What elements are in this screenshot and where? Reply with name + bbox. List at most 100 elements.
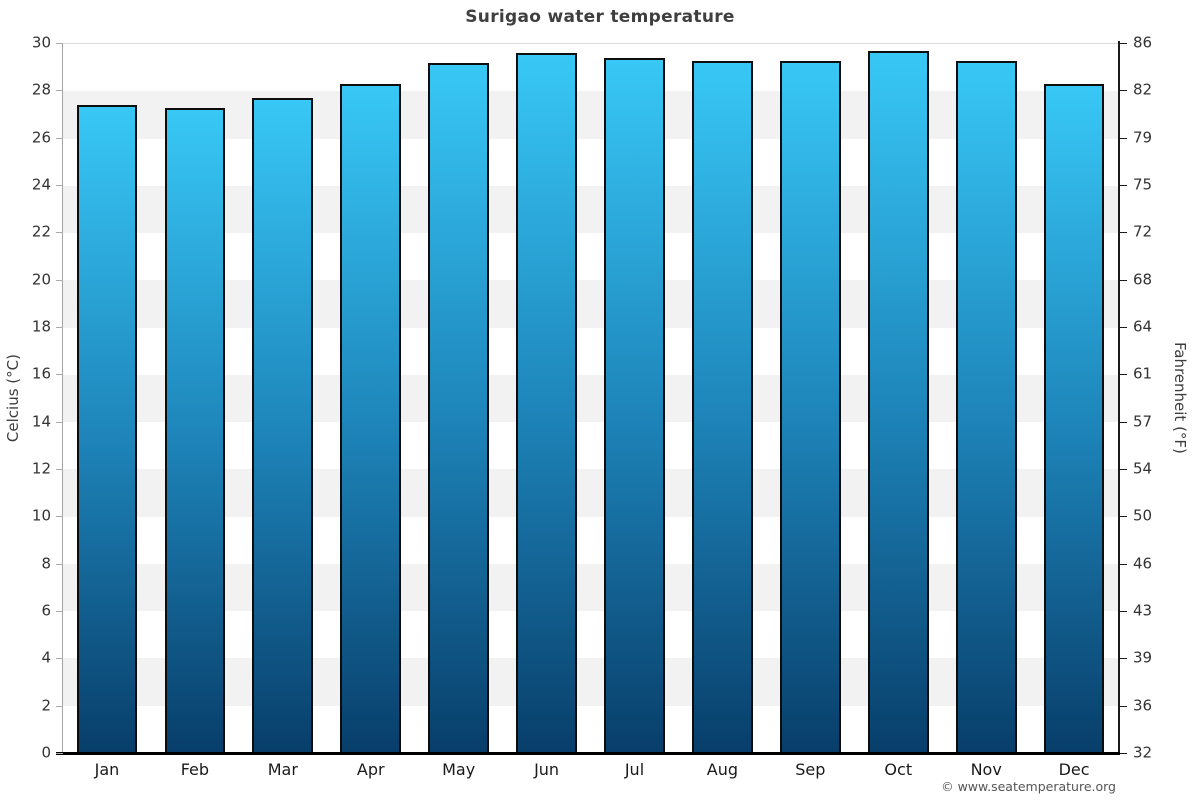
y-tick-right xyxy=(1120,705,1127,707)
y-tick-right xyxy=(1120,516,1127,518)
y-tick-left xyxy=(56,753,63,754)
month-label-feb: Feb xyxy=(180,760,210,779)
grid-band xyxy=(63,233,1118,281)
y-tick-left xyxy=(56,90,63,92)
y-tick-left xyxy=(56,469,63,470)
y-tick-left xyxy=(56,374,63,376)
y-tick-right xyxy=(1120,374,1127,376)
bar-slot-feb xyxy=(151,44,239,753)
y-tick-left xyxy=(56,611,63,612)
bar-jun xyxy=(516,53,577,753)
y-tick-label-fahrenheit: 72 xyxy=(1133,222,1153,241)
copyright-footer: © www.seatemperature.org xyxy=(941,779,1116,794)
y-tick-left xyxy=(56,705,63,707)
bar-jan xyxy=(76,105,138,753)
y-axis-title-right-wrap: Fahrenheit (°F) xyxy=(1168,43,1192,753)
y-tick-label-fahrenheit: 50 xyxy=(1133,506,1153,525)
y-tick-left xyxy=(56,421,63,423)
month-label-jun: Jun xyxy=(534,760,560,779)
bar-slot-jul xyxy=(591,44,679,753)
y-axis-line-right xyxy=(1118,41,1120,753)
y-tick-right xyxy=(1120,753,1127,754)
grid-band xyxy=(63,138,1118,186)
y-tick-left xyxy=(56,279,63,281)
grid-band xyxy=(63,374,1118,423)
bar-slot-jan xyxy=(63,44,151,753)
y-tick-label-celsius: 10 xyxy=(31,506,51,525)
y-tick-right xyxy=(1120,232,1127,234)
y-tick-label-fahrenheit: 32 xyxy=(1133,743,1153,762)
bar-slot-nov xyxy=(942,44,1030,753)
y-tick-right xyxy=(1120,43,1127,44)
y-tick-right xyxy=(1120,563,1127,565)
y-tick-label-fahrenheit: 57 xyxy=(1133,412,1153,431)
bar-slot-oct xyxy=(854,44,942,753)
y-tick-label-fahrenheit: 75 xyxy=(1133,175,1153,194)
grid-band xyxy=(63,658,1118,706)
y-tick-right xyxy=(1120,327,1127,328)
grid-band xyxy=(63,327,1118,375)
y-tick-label-fahrenheit: 46 xyxy=(1133,554,1153,573)
grid-band xyxy=(63,516,1118,564)
bar-slot-may xyxy=(415,44,503,753)
y-tick-label-fahrenheit: 68 xyxy=(1133,270,1153,289)
y-tick-right xyxy=(1120,90,1127,92)
grid-band xyxy=(63,611,1118,659)
y-tick-label-celsius: 20 xyxy=(31,270,51,289)
month-label-may: May xyxy=(442,760,476,779)
y-axis-title-celsius: Celcius (°C) xyxy=(4,353,22,443)
y-tick-left xyxy=(56,185,63,186)
bar-oct xyxy=(867,51,929,753)
month-label-sep: Sep xyxy=(795,760,826,779)
y-tick-label-fahrenheit: 43 xyxy=(1133,601,1153,620)
chart-title: Surigao water temperature xyxy=(465,7,735,27)
plot-area xyxy=(63,43,1118,753)
month-label-jul: Jul xyxy=(624,760,645,779)
grid-band xyxy=(63,280,1118,328)
y-tick-label-fahrenheit: 79 xyxy=(1133,128,1153,147)
y-tick-right xyxy=(1120,185,1127,186)
y-tick-right xyxy=(1120,421,1127,423)
x-axis-month-labels: Jan Feb Mar Apr May Jun Jul Aug Sep Oct Nov Dec xyxy=(63,760,1118,779)
y-tick-label-celsius: 22 xyxy=(31,222,51,241)
grid-band xyxy=(63,44,1118,92)
y-tick-label-celsius: 4 xyxy=(41,648,51,667)
y-tick-label-fahrenheit: 36 xyxy=(1133,696,1153,715)
y-tick-label-fahrenheit: 39 xyxy=(1133,648,1153,667)
y-tick-label-fahrenheit: 61 xyxy=(1133,364,1153,383)
bar-feb xyxy=(164,107,226,753)
y-tick-left xyxy=(56,563,63,565)
y-tick-left xyxy=(56,516,63,518)
y-tick-right xyxy=(1120,279,1127,281)
bar-slot-apr xyxy=(327,44,415,753)
month-label-oct: Oct xyxy=(884,760,913,779)
grid-band xyxy=(63,469,1118,517)
y-tick-left xyxy=(56,43,63,44)
bar-jul xyxy=(604,58,665,753)
grid-band xyxy=(63,705,1118,753)
bar-slot-jun xyxy=(503,44,591,753)
bar-mar xyxy=(252,98,314,753)
x-axis-line xyxy=(56,752,1120,755)
grid-band xyxy=(63,563,1118,612)
y-tick-label-fahrenheit: 82 xyxy=(1133,80,1153,99)
y-tick-label-celsius: 8 xyxy=(41,554,51,573)
y-tick-label-fahrenheit: 86 xyxy=(1133,33,1153,52)
bar-slot-aug xyxy=(678,44,766,753)
y-tick-label-celsius: 2 xyxy=(41,696,51,715)
y-tick-label-celsius: 24 xyxy=(31,175,51,194)
y-tick-left xyxy=(56,658,63,660)
y-tick-label-celsius: 6 xyxy=(41,601,51,620)
bars-container xyxy=(63,44,1118,753)
y-tick-label-celsius: 18 xyxy=(31,317,51,336)
y-tick-right xyxy=(1120,611,1127,612)
y-tick-label-fahrenheit: 54 xyxy=(1133,459,1153,478)
month-label-apr: Apr xyxy=(356,760,385,779)
grid-band xyxy=(63,422,1118,470)
y-tick-label-celsius: 12 xyxy=(31,459,51,478)
bar-aug xyxy=(692,60,753,753)
month-label-aug: Aug xyxy=(706,760,739,779)
y-tick-left xyxy=(56,137,63,139)
y-tick-label-celsius: 14 xyxy=(31,412,51,431)
